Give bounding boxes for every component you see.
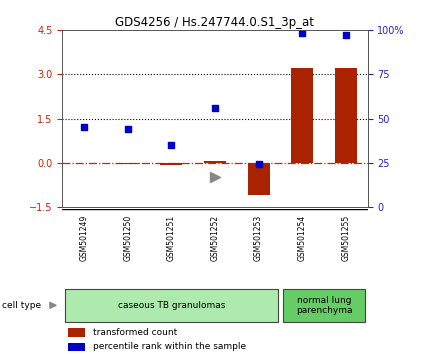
Point bbox=[255, 161, 262, 167]
Text: cell type: cell type bbox=[2, 301, 41, 310]
Point bbox=[124, 126, 131, 132]
Text: GSM501251: GSM501251 bbox=[167, 215, 176, 261]
FancyBboxPatch shape bbox=[64, 289, 278, 322]
Bar bbox=[193, 209, 195, 285]
Bar bbox=[324, 209, 326, 285]
Text: GSM501253: GSM501253 bbox=[254, 215, 263, 261]
Text: transformed count: transformed count bbox=[93, 328, 177, 337]
Point bbox=[212, 105, 218, 111]
Bar bbox=[335, 68, 357, 163]
Point bbox=[342, 32, 349, 37]
Text: percentile rank within the sample: percentile rank within the sample bbox=[93, 342, 246, 351]
Bar bbox=[117, 163, 138, 164]
Bar bbox=[150, 209, 151, 285]
Bar bbox=[237, 209, 239, 285]
Text: GSM501250: GSM501250 bbox=[123, 215, 132, 261]
Bar bbox=[68, 328, 85, 337]
Bar bbox=[160, 163, 182, 165]
Bar bbox=[204, 161, 226, 163]
Text: GSM501252: GSM501252 bbox=[211, 215, 219, 261]
Text: GSM501255: GSM501255 bbox=[341, 215, 350, 261]
Text: normal lung
parenchyma: normal lung parenchyma bbox=[296, 296, 352, 315]
Text: GSM501249: GSM501249 bbox=[80, 215, 89, 261]
Bar bbox=[291, 68, 313, 163]
FancyBboxPatch shape bbox=[283, 289, 366, 322]
Text: caseous TB granulomas: caseous TB granulomas bbox=[118, 301, 225, 310]
Text: GSM501254: GSM501254 bbox=[298, 215, 307, 261]
Bar bbox=[68, 343, 85, 351]
Title: GDS4256 / Hs.247744.0.S1_3p_at: GDS4256 / Hs.247744.0.S1_3p_at bbox=[116, 16, 314, 29]
Bar bbox=[280, 209, 282, 285]
Point bbox=[299, 30, 306, 36]
Point bbox=[168, 142, 175, 148]
Bar bbox=[248, 163, 270, 195]
Point bbox=[81, 125, 88, 130]
Bar bbox=[106, 209, 108, 285]
